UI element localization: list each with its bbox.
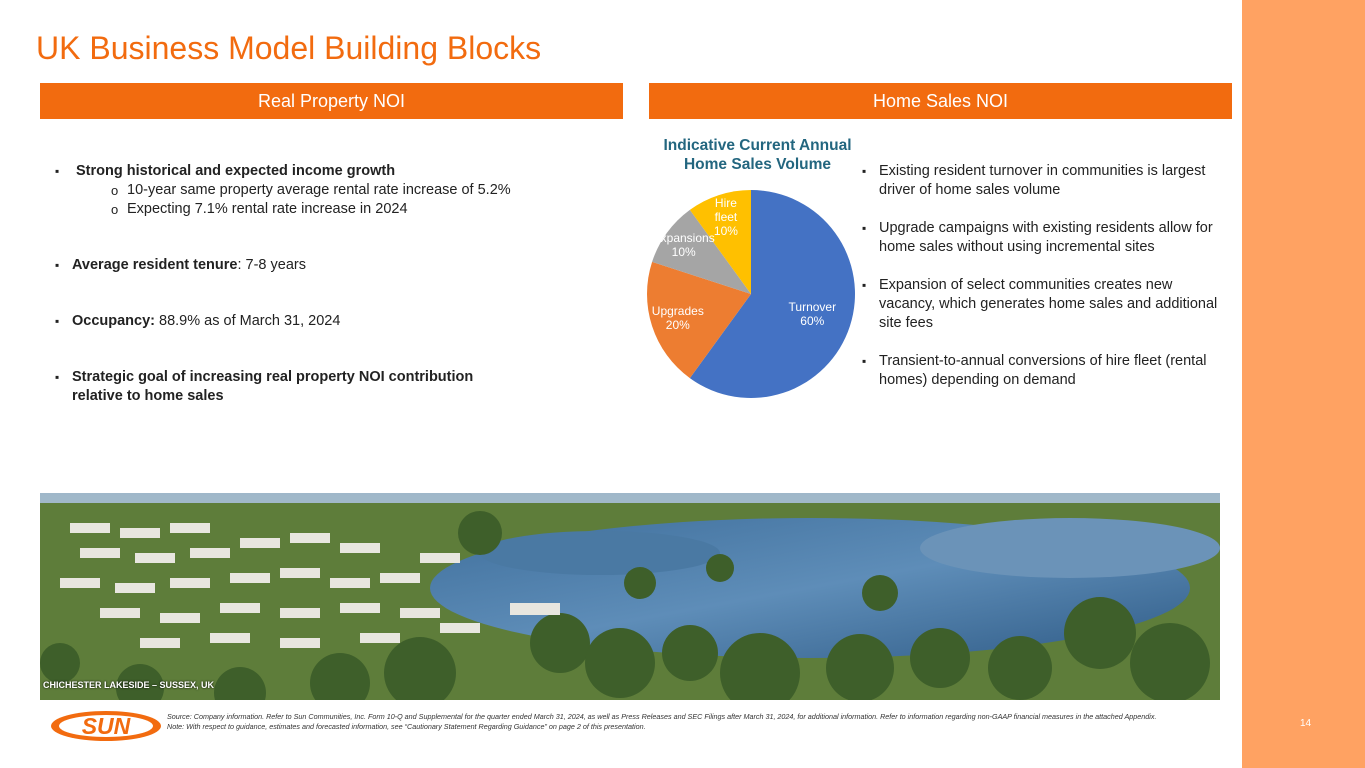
- sun-logo: SUN: [51, 711, 161, 741]
- bullet-income-growth: Strong historical and expected income gr…: [55, 162, 615, 181]
- pie-label-turnover: Turnover 60%: [789, 300, 837, 328]
- sub-bullet: o Expecting 7.1% rental rate increase in …: [55, 200, 615, 219]
- pie-label-hire-fleet: Hire fleet 10%: [714, 196, 738, 238]
- bullet-turnover: Existing resident turnover in communitie…: [862, 162, 1222, 200]
- photo-caption: CHICHESTER LAKESIDE – SUSSEX, UK: [43, 680, 215, 690]
- bullet-text: 88.9% as of March 31, 2024: [155, 313, 341, 329]
- chart-title: Indicative Current Annual Home Sales Vol…: [663, 137, 852, 173]
- sub-bullet: o 10-year same property average rental ra…: [55, 181, 615, 200]
- pie-slice-turnover: [689, 190, 855, 398]
- bullet-transient-conversions: Transient-to-annual conversions of hire …: [862, 352, 1222, 390]
- logo-text: SUN: [82, 713, 131, 739]
- bullet-bold-text: Strategic goal of increasing real proper…: [72, 369, 474, 404]
- home-sales-noi-header: Home Sales NOI: [649, 83, 1232, 119]
- home-sales-pie-chart: Turnover 60% Upgrades 20% Expansions 10%Hire f…: [647, 190, 855, 398]
- bullet-bold-text: Average resident tenure: [72, 257, 238, 273]
- bullet-strategic-goal: Strategic goal of increasing real proper…: [55, 368, 512, 406]
- sub-bullet-text: Expecting 7.1% rental rate increase in 2…: [127, 201, 408, 217]
- right-bullet-list: Existing resident turnover in communitie…: [862, 162, 1222, 409]
- bullet-expansion: Expansion of select communities creates …: [862, 276, 1222, 333]
- page-title: UK Business Model Building Blocks: [36, 30, 542, 66]
- source-footnote: Source: Company information. Refer to Su…: [167, 712, 1227, 732]
- sub-bullet-text: 10-year same property average rental rat…: [127, 182, 511, 198]
- bullet-tenure: Average resident tenure: 7-8 years: [55, 256, 615, 275]
- page-number: 14: [1300, 718, 1312, 729]
- pie-slice-upgrades: [647, 261, 751, 379]
- pie-slice-hire-fleet: [689, 190, 751, 294]
- side-accent-strip: [1242, 0, 1365, 768]
- bullet-text: : 7-8 years: [237, 257, 306, 273]
- pie-label-upgrades: Upgrades 20%: [652, 304, 704, 332]
- left-bullet-list: Strong historical and expected income gr…: [55, 162, 615, 406]
- real-property-noi-header: Real Property NOI: [40, 83, 623, 119]
- bullet-occupancy: Occupancy: 88.9% as of March 31, 2024: [55, 312, 615, 331]
- footnote-note: Note: With respect to guidance, estimate…: [167, 722, 646, 731]
- bullet-bold-text: Occupancy:: [72, 313, 155, 329]
- circle-marker-icon: o: [111, 202, 119, 217]
- community-aerial-photo: [40, 493, 1220, 700]
- pie-slice-expansions: [652, 209, 751, 294]
- circle-marker-icon: o: [111, 183, 119, 198]
- footnote-source: Source: Company information. Refer to Su…: [167, 712, 1157, 721]
- pie-label-expansions: Expansions 10%: [653, 231, 715, 259]
- bullet-upgrade-campaigns: Upgrade campaigns with existing resident…: [862, 219, 1222, 257]
- bullet-text: Strong historical and expected income gr…: [76, 163, 396, 179]
